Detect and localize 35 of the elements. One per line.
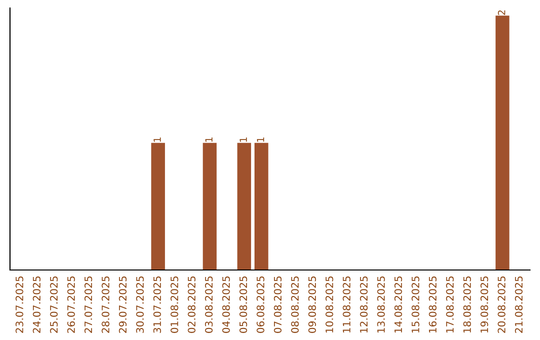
x-tick-label: 26.07.2025 <box>67 276 75 333</box>
x-tick-label: 04.08.2025 <box>222 276 230 333</box>
x-tick-label: 02.08.2025 <box>188 276 196 333</box>
x-tick-label: 11.08.2025 <box>342 276 350 332</box>
x-tick-label: 14.08.2025 <box>394 276 402 332</box>
x-tick-label: 20.08.2025 <box>498 276 506 333</box>
data-label: 1 <box>240 138 247 142</box>
x-tick-label: 10.08.2025 <box>326 276 334 332</box>
x-tick-label: 03.08.2025 <box>205 276 213 333</box>
x-tick-label: 06.08.2025 <box>256 276 264 333</box>
x-tick-label: 29.07.2025 <box>118 276 127 333</box>
x-tick-label: 12.08.2025 <box>360 276 368 332</box>
x-tick-label: 05.08.2025 <box>239 276 248 333</box>
x-tick-label: 25.07.2025 <box>50 276 58 333</box>
x-tick-label: 08.08.2025 <box>291 276 299 333</box>
x-tick-label: 17.08.2025 <box>446 276 454 332</box>
x-tick-label: 01.08.2025 <box>170 276 178 333</box>
data-label: 1 <box>205 138 212 142</box>
x-tick-label: 16.08.2025 <box>428 276 437 332</box>
x-tick-label: 15.08.2025 <box>412 276 420 332</box>
data-label: 1 <box>154 138 161 142</box>
x-tick-label: 09.08.2025 <box>308 276 316 333</box>
x-tick-label: 18.08.2025 <box>463 276 471 332</box>
x-tick-label: 21.08.2025 <box>514 276 523 333</box>
x-tick-label: 31.07.2025 <box>153 276 162 333</box>
x-tick-label: 19.08.2025 <box>480 276 488 332</box>
data-label: 2 <box>498 10 506 15</box>
x-tick-label: 07.08.2025 <box>274 276 282 333</box>
x-tick-label: 27.07.2025 <box>84 276 92 333</box>
x-tick-label: 24.07.2025 <box>32 276 40 333</box>
x-tick-label: 23.07.2025 <box>16 276 24 333</box>
x-tick-label: 13.08.2025 <box>377 276 385 332</box>
data-label: 1 <box>256 138 264 142</box>
x-tick-label: 28.07.2025 <box>102 276 110 333</box>
x-tick-label: 30.07.2025 <box>136 276 144 333</box>
